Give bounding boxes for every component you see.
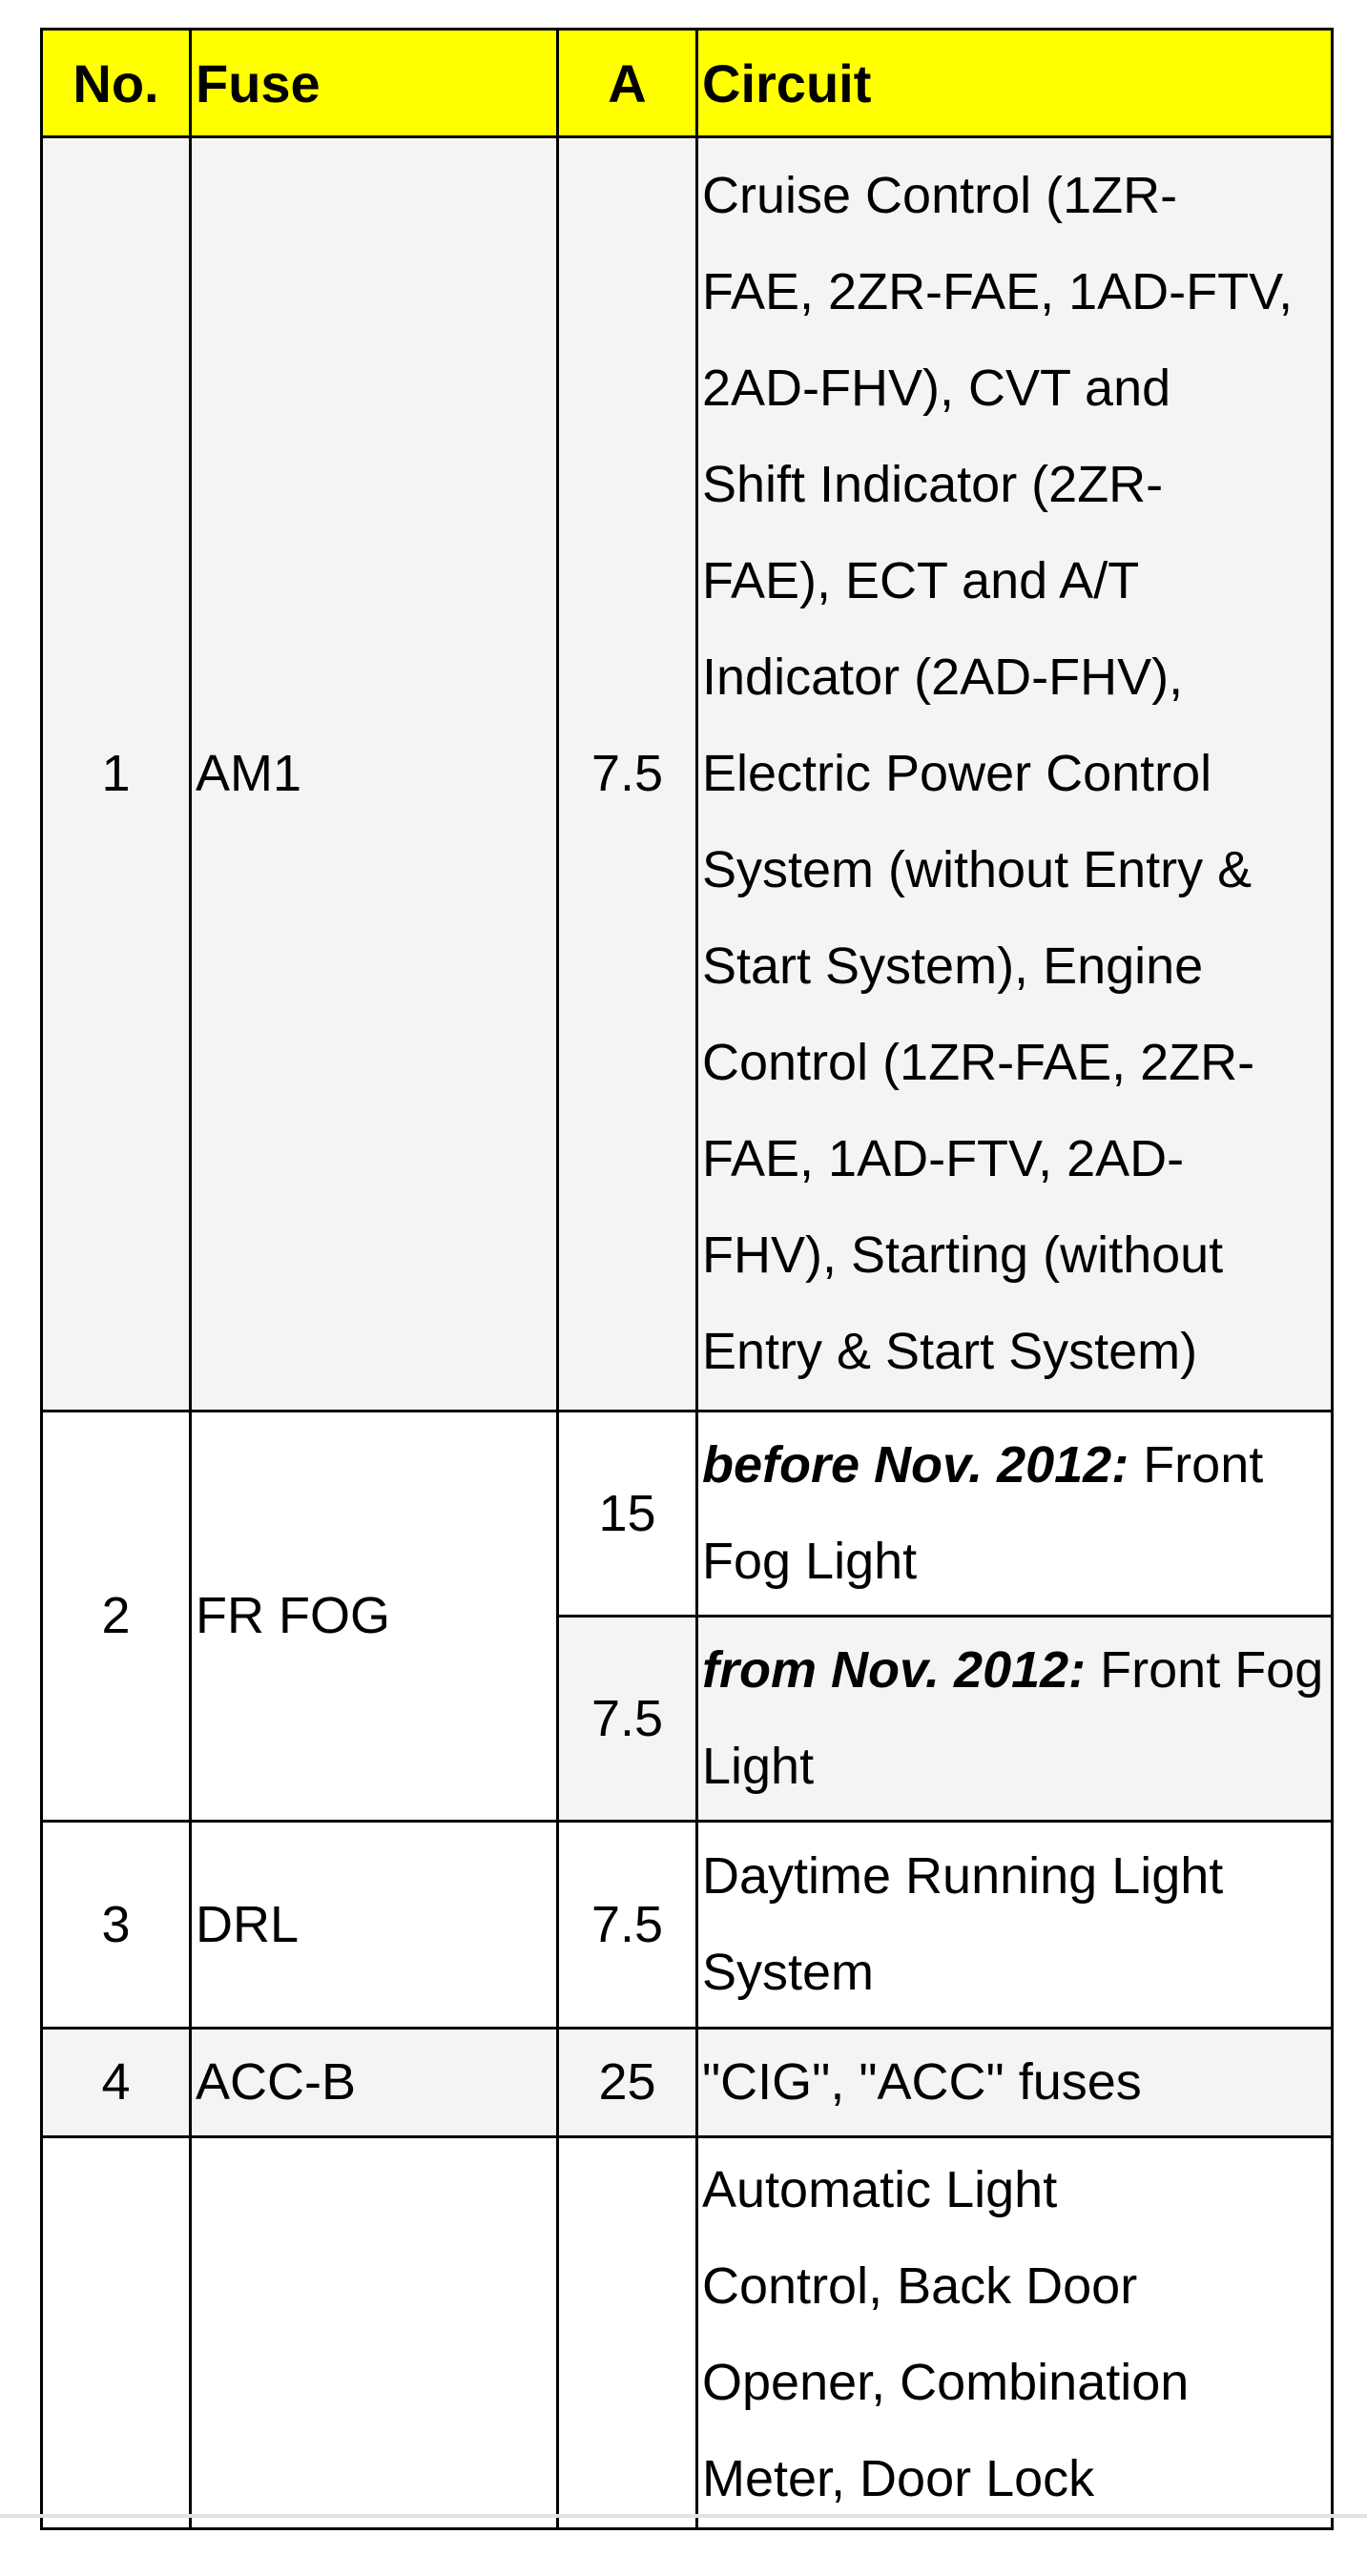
- table-header-row: No. Fuse A Circuit: [40, 28, 1334, 138]
- cell-fuse: AM1: [189, 135, 559, 1412]
- circuit-line: Start System), Engine: [702, 938, 1204, 995]
- header-circuit: Circuit: [695, 28, 1334, 138]
- fuse-table: No. Fuse A Circuit 1 AM1 7.5 Cruise Cont…: [40, 28, 1334, 2530]
- header-no: No.: [40, 28, 192, 138]
- cell-fuse: DRL: [189, 1820, 559, 2030]
- cell-circuit: before Nov. 2012: Front Fog Light: [695, 1410, 1334, 1618]
- circuit-text: Front Fog Light: [702, 1641, 1324, 1795]
- circuit-line: Automatic Light: [702, 2161, 1058, 2218]
- cell-no: 2: [40, 1410, 192, 1823]
- table-row: 4 ACC-B 25 "CIG", "ACC" fuses: [40, 2027, 1334, 2138]
- cell-fuse: ACC-B: [189, 2027, 559, 2138]
- circuit-line: Meter, Door Lock: [702, 2450, 1095, 2507]
- circuit-line: Control (1ZR-FAE, 2ZR-: [702, 1034, 1255, 1091]
- circuit-line: Daytime Running Light: [702, 1847, 1224, 1905]
- cell-fuse: [189, 2135, 559, 2530]
- cell-circuit: Daytime Running Light System: [695, 1820, 1334, 2030]
- cell-amperage: 7.5: [556, 1820, 698, 2030]
- cell-no: 4: [40, 2027, 192, 2138]
- cell-amperage: 7.5: [556, 1615, 698, 1823]
- cell-circuit: Automatic Light Control, Back Door Opener,…: [695, 2135, 1334, 2530]
- circuit-line: Indicator (2AD-FHV),: [702, 649, 1184, 706]
- circuit-line: Electric Power Control: [702, 745, 1212, 802]
- circuit-line: "CIG", "ACC" fuses: [702, 2053, 1142, 2111]
- cell-amperage: 25: [556, 2027, 698, 2138]
- circuit-line: System (without Entry &: [702, 841, 1253, 898]
- circuit-line: Shift Indicator (2ZR-: [702, 456, 1164, 513]
- circuit-line: Control, Back Door: [702, 2257, 1138, 2315]
- cell-no: 1: [40, 135, 192, 1412]
- table-row: 3 DRL 7.5 Daytime Running Light System: [40, 1820, 1334, 2030]
- header-fuse: Fuse: [189, 28, 559, 138]
- circuit-date-prefix: before Nov. 2012:: [702, 1436, 1129, 1494]
- circuit-line: System: [702, 1944, 875, 2001]
- cell-amperage: 15: [556, 1410, 698, 1618]
- table-row: 2 FR FOG 15 before Nov. 2012: Front Fog …: [40, 1410, 1334, 1823]
- table-row: 7.5 from Nov. 2012: Front Fog Light: [42, 1615, 1334, 1823]
- cell-amperage: 7.5: [556, 135, 698, 1412]
- cell-circuit: from Nov. 2012: Front Fog Light: [695, 1615, 1334, 1823]
- cell-no: [40, 2135, 192, 2530]
- circuit-line: Entry & Start System): [702, 1323, 1198, 1380]
- cell-amperage: [556, 2135, 698, 2530]
- circuit-line: FAE, 1AD-FTV, 2AD-: [702, 1130, 1185, 1187]
- table-row: Automatic Light Control, Back Door Opener,…: [40, 2135, 1334, 2530]
- circuit-line: FAE, 2ZR-FAE, 1AD-FTV,: [702, 263, 1294, 320]
- circuit-text: Front Fog Light: [702, 1436, 1264, 1590]
- viewport-bottom-edge: [0, 2514, 1367, 2518]
- header-amperage: A: [556, 28, 698, 138]
- cell-circuit: "CIG", "ACC" fuses: [695, 2027, 1334, 2138]
- circuit-line: FAE), ECT and A/T: [702, 552, 1140, 609]
- circuit-line: 2AD-FHV), CVT and: [702, 360, 1171, 417]
- circuit-date-prefix: from Nov. 2012:: [702, 1641, 1087, 1699]
- circuit-line: Opener, Combination: [702, 2354, 1190, 2411]
- circuit-line: FHV), Starting (without: [702, 1226, 1224, 1284]
- cell-fuse: FR FOG: [189, 1410, 559, 1823]
- cell-no: 3: [40, 1820, 192, 2030]
- circuit-line: Cruise Control (1ZR-: [702, 167, 1178, 224]
- table-row: 1 AM1 7.5 Cruise Control (1ZR- FAE, 2ZR-F…: [40, 135, 1334, 1412]
- cell-circuit: Cruise Control (1ZR- FAE, 2ZR-FAE, 1AD-FT…: [695, 135, 1334, 1412]
